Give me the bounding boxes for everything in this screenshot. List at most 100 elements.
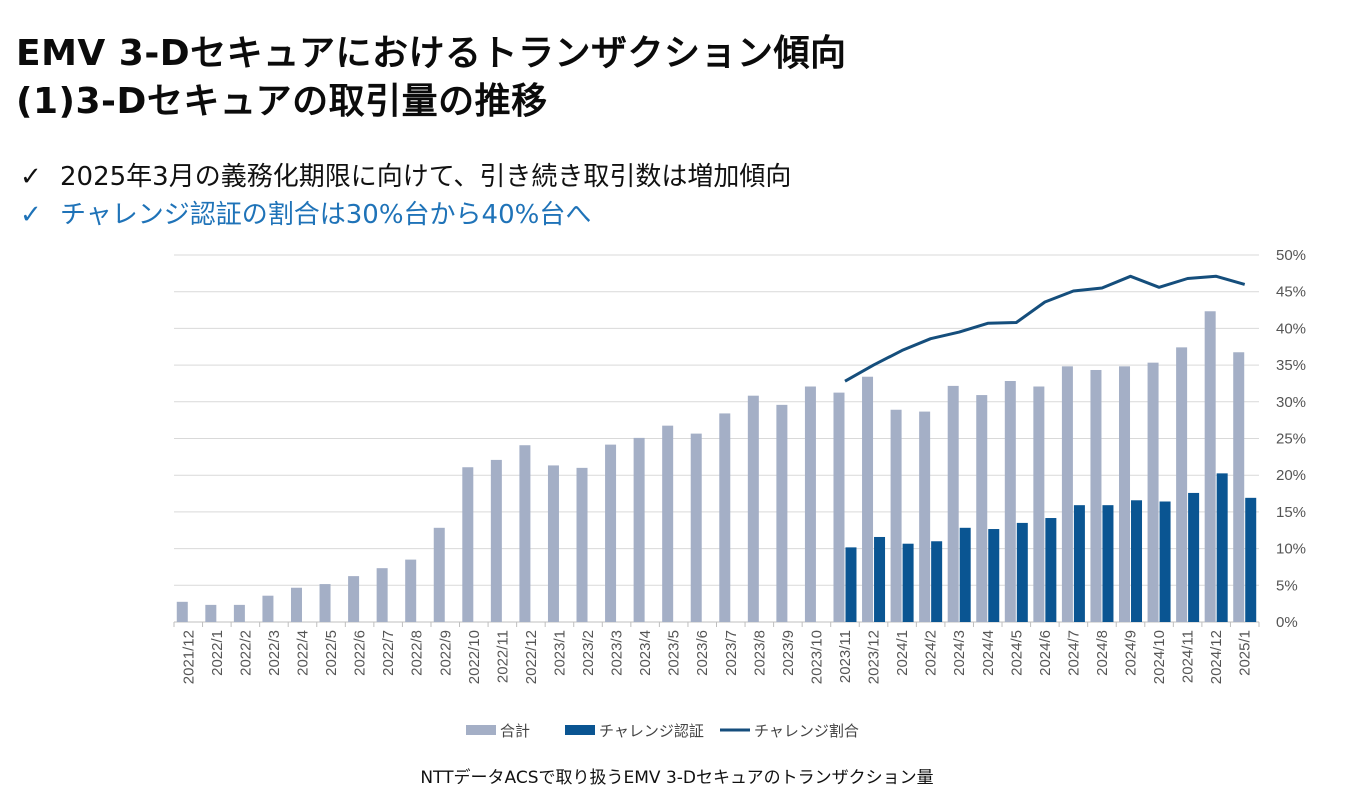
bar-total bbox=[576, 467, 588, 622]
checkmark-icon: ✓ bbox=[20, 200, 42, 230]
bar-challenge bbox=[959, 527, 971, 622]
bullet-text-2: チャレンジ認証の割合は30%台から40%台へ bbox=[60, 200, 592, 230]
x-tick-label: 2022/5 bbox=[323, 630, 340, 676]
page-title-line1: EMV 3-Dセキュアにおけるトランザクション傾向 bbox=[16, 33, 847, 74]
bar-total bbox=[1033, 386, 1045, 622]
x-tick-label: 2023/11 bbox=[837, 630, 854, 683]
bar-total bbox=[662, 425, 674, 622]
x-tick-label: 2023/2 bbox=[580, 630, 597, 676]
bar-total bbox=[719, 413, 731, 622]
bar-challenge bbox=[1216, 473, 1228, 622]
bullet-item-2: ✓ チャレンジ認証の割合は30%台から40%台へ bbox=[20, 196, 791, 234]
x-tick-label: 2022/1 bbox=[209, 630, 226, 676]
page-title: EMV 3-Dセキュアにおけるトランザクション傾向 (1)3-Dセキュアの取引量… bbox=[16, 30, 846, 126]
x-tick-label: 2022/2 bbox=[237, 630, 254, 676]
y2-tick-label: 20% bbox=[1276, 467, 1306, 484]
bar-challenge bbox=[988, 529, 1000, 622]
x-tick-label: 2022/4 bbox=[294, 630, 311, 676]
bar-total bbox=[519, 445, 531, 622]
x-tick-label: 2023/3 bbox=[609, 630, 626, 676]
bar-total bbox=[405, 559, 417, 622]
x-tick-label: 2024/11 bbox=[1180, 630, 1197, 683]
bar-total bbox=[348, 576, 360, 622]
x-tick-label: 2023/9 bbox=[780, 630, 797, 676]
x-tick-label: 2024/9 bbox=[1123, 630, 1140, 676]
chart-caption: NTTデータACSで取り扱うEMV 3-Dセキュアのトランザクション量 bbox=[420, 768, 934, 788]
x-tick-label: 2023/1 bbox=[551, 630, 568, 676]
bar-total bbox=[490, 459, 502, 622]
bar-total bbox=[1061, 366, 1073, 622]
bar-challenge bbox=[1131, 500, 1143, 622]
x-tick-label: 2023/8 bbox=[751, 630, 768, 676]
x-tick-label: 2023/12 bbox=[866, 630, 883, 684]
x-tick-label: 2022/10 bbox=[466, 630, 483, 684]
bar-challenge bbox=[1102, 505, 1114, 622]
line-challenge-ratio bbox=[844, 274, 1246, 383]
bar-total bbox=[947, 385, 959, 622]
bar-total bbox=[1204, 311, 1216, 622]
bar-total bbox=[319, 584, 331, 622]
bar-total bbox=[433, 527, 445, 622]
x-tick-label: 2024/8 bbox=[1094, 630, 1111, 676]
y2-tick-label: 35% bbox=[1276, 357, 1306, 374]
bar-challenge bbox=[1159, 501, 1171, 622]
bar-challenge bbox=[1073, 505, 1085, 622]
x-tick-label: 2023/6 bbox=[694, 630, 711, 676]
bar-total bbox=[1233, 352, 1245, 622]
bar-total bbox=[862, 376, 874, 622]
bar-challenge bbox=[1188, 492, 1200, 622]
bar-challenge bbox=[1245, 497, 1257, 622]
y2-tick-label: 40% bbox=[1276, 320, 1306, 337]
x-tick-label: 2023/4 bbox=[637, 630, 654, 676]
y2-tick-label: 5% bbox=[1276, 577, 1298, 594]
bullet-item-1: ✓ 2025年3月の義務化期限に向けて、引き続き取引数は増加傾向 bbox=[20, 158, 791, 196]
legend-challenge-swatch bbox=[565, 725, 595, 735]
bar-total bbox=[176, 601, 188, 622]
x-tick-label: 2024/5 bbox=[1008, 630, 1025, 676]
bar-total bbox=[262, 595, 274, 622]
bar-total bbox=[290, 587, 302, 622]
bar-challenge bbox=[902, 543, 914, 622]
x-tick-label: 2021/12 bbox=[180, 630, 197, 684]
legend-challenge-label: チャレンジ認証 bbox=[599, 722, 704, 740]
y2-tick-label: 10% bbox=[1276, 541, 1306, 558]
x-tick-label: 2024/10 bbox=[1151, 630, 1168, 684]
bar-challenge bbox=[1045, 518, 1057, 622]
bar-total bbox=[633, 437, 645, 622]
y2-tick-label: 15% bbox=[1276, 504, 1306, 521]
bar-total bbox=[890, 409, 902, 622]
x-tick-label: 2024/1 bbox=[894, 630, 911, 676]
bar-total bbox=[233, 604, 245, 622]
bar-total bbox=[1090, 369, 1102, 622]
x-tick-label: 2024/4 bbox=[980, 630, 997, 676]
y2-tick-label: 25% bbox=[1276, 431, 1306, 448]
checkmark-icon: ✓ bbox=[20, 162, 42, 192]
x-tick-label: 2022/3 bbox=[266, 630, 283, 676]
bar-total bbox=[747, 395, 759, 622]
x-tick-label: 2022/7 bbox=[380, 630, 397, 676]
bar-challenge bbox=[931, 541, 943, 622]
x-tick-label: 2022/9 bbox=[437, 630, 454, 676]
y2-tick-label: 50% bbox=[1276, 247, 1306, 264]
bar-challenge bbox=[845, 547, 857, 622]
bar-total bbox=[833, 392, 845, 622]
bar-challenge bbox=[1016, 522, 1028, 622]
y2-tick-label: 45% bbox=[1276, 284, 1306, 301]
bar-challenge bbox=[874, 536, 886, 622]
bar-total bbox=[976, 395, 988, 622]
x-tick-label: 2024/3 bbox=[951, 630, 968, 676]
bar-total bbox=[690, 433, 702, 622]
bar-total bbox=[376, 568, 388, 622]
bar-total bbox=[547, 465, 559, 622]
x-tick-label: 2022/8 bbox=[409, 630, 426, 676]
bullet-text-1: 2025年3月の義務化期限に向けて、引き続き取引数は増加傾向 bbox=[60, 162, 792, 192]
bar-total bbox=[605, 444, 617, 622]
bar-total bbox=[1004, 381, 1016, 622]
bar-total bbox=[1176, 347, 1188, 622]
y2-tick-label: 30% bbox=[1276, 394, 1306, 411]
x-tick-label: 2022/11 bbox=[494, 630, 511, 683]
x-tick-label: 2024/2 bbox=[923, 630, 940, 676]
legend-total-swatch bbox=[466, 725, 496, 735]
bar-total bbox=[1119, 366, 1131, 622]
